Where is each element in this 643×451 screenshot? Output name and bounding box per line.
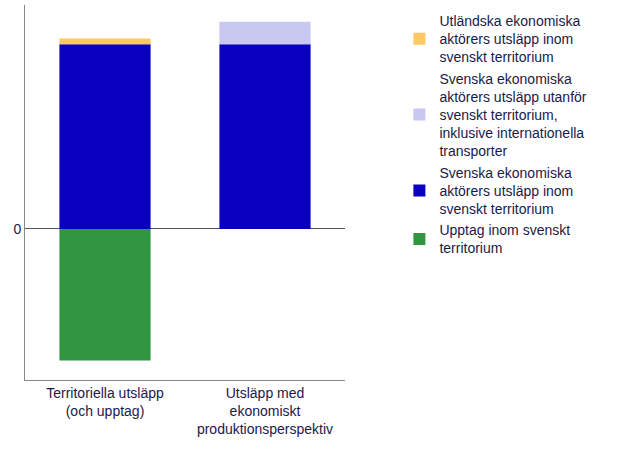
- svg-text:Svenska ekonomiskaaktörers uts: Svenska ekonomiskaaktörers utsläpp utanf…: [439, 71, 586, 160]
- svg-text:0: 0: [13, 221, 21, 237]
- svg-text:Utländska ekonomiskaaktörers u: Utländska ekonomiskaaktörers utsläpp ino…: [439, 13, 580, 65]
- svg-text:Upptag inom svensktterritorium: Upptag inom svensktterritorium: [439, 222, 570, 256]
- svg-text:Svenska ekonomiskaaktörers uts: Svenska ekonomiskaaktörers utsläpp inoms…: [439, 165, 573, 217]
- svg-text:Territoriella utsläpp(och uppt: Territoriella utsläpp(och upptag): [46, 385, 164, 419]
- svg-text:Utsläpp medekonomisktproduktio: Utsläpp medekonomisktproduktionsperspekt…: [197, 385, 333, 437]
